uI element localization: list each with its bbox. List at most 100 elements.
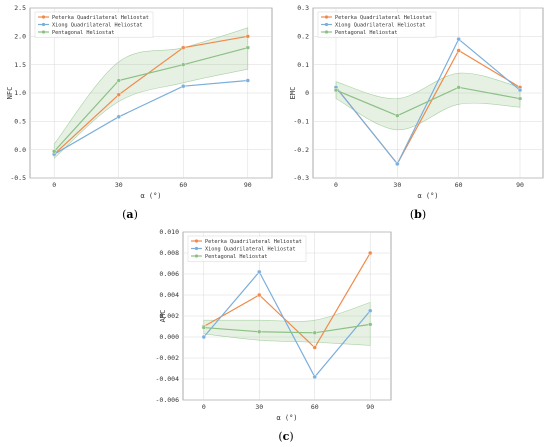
data-point [181,45,186,50]
data-point [201,334,207,340]
legend-box [187,235,307,262]
chart-panel-b: -0.3 -0.2 -0.1 0 0.1 0.2 0.3 0 30 60 90 α (°) EMC Pet… [289,4,544,221]
y-tick-label: 0.010 [159,228,179,236]
y-tick-label: 2.5 [14,4,26,12]
y-tick-label: 0.000 [159,333,179,341]
legend-label: Pentagonal Heliostat [52,30,114,36]
legend-marker [324,30,329,34]
x-tick-label: 60 [455,181,463,189]
y-tick-label: -0.002 [156,354,180,362]
panel-caption: (a) [122,208,138,221]
data-point [116,114,121,120]
x-axis-label: α (°) [140,192,161,200]
x-tick-label: 0 [334,181,338,189]
data-point [312,345,317,350]
data-point [116,78,121,83]
y-tick-label: 0.004 [159,291,179,299]
x-tick-label: 90 [366,403,374,411]
data-point [52,149,57,154]
legend-label: Peterka Quadrilateral Heliostat [205,239,302,245]
y-tick-label: 1.0 [14,89,26,97]
series-line [335,86,521,117]
series-line [203,323,371,334]
legend-marker [324,22,329,27]
data-point [368,322,373,327]
data-point [201,325,207,330]
x-tick-label: 90 [244,181,252,189]
x-tick-label: 90 [516,181,524,189]
y-tick-label: 0.008 [159,249,179,257]
legend-marker [41,22,46,27]
y-tick-label: 0 [305,89,309,97]
data-point [245,45,251,50]
data-point [257,292,262,298]
y-tick-label: 0.5 [14,118,26,126]
legend-label: Peterka Quadrilateral Heliostat [335,15,432,21]
y-axis-label: NFC [6,87,14,100]
y-tick-label: 0.2 [297,33,309,41]
data-point [257,329,262,334]
x-tick-label: 30 [255,403,263,411]
y-tick-label: -0.1 [293,118,309,126]
y-tick-label: 0.1 [297,61,309,69]
legend-marker [194,246,199,251]
data-point [312,374,317,380]
legend-marker [41,30,46,34]
y-tick-label: -0.3 [293,174,309,182]
y-tick-label: 0.0 [14,146,26,154]
legend-label: Pentagonal Heliostat [335,30,397,36]
y-axis-label: AMC [159,310,167,323]
data-point [333,87,339,93]
y-tick-label: -0.2 [293,146,309,154]
legend-label: Peterka Quadrilateral Heliostat [52,15,149,21]
y-tick-label: 0.006 [159,270,179,278]
data-point [395,113,400,118]
y-tick-label: 0.002 [159,312,179,320]
data-point [181,62,186,67]
x-tick-label: 0 [202,403,206,411]
x-tick-label: 0 [52,181,56,189]
x-tick-label: 30 [115,181,123,189]
legend-marker [41,15,46,19]
y-tick-label: 2.0 [14,33,26,41]
series-line [53,79,248,155]
data-point [456,36,461,42]
y-tick-label: -0.5 [10,174,26,182]
data-point [181,83,186,89]
x-axis-label: α (°) [276,414,297,422]
y-axis-label: EMC [289,87,297,100]
series-line [53,47,248,152]
legend-marker [194,239,199,243]
data-point [517,96,523,101]
x-tick-label: 30 [393,181,401,189]
x-tick-label: 60 [311,403,319,411]
y-tick-label: -0.006 [156,396,180,404]
data-point [517,87,523,93]
legend-box [34,11,154,38]
legend-box [317,11,437,38]
chart-panel-c: -0.006 -0.004 -0.002 0.000 0.002 0.004 0.006 0.… [156,228,392,443]
data-point [257,269,262,275]
y-tick-label: 0.3 [297,4,309,12]
panel-caption: (b) [410,208,426,221]
legend-marker [194,254,199,258]
data-point [245,34,251,39]
data-point [368,308,373,313]
series-line [203,270,371,378]
data-point [312,330,317,335]
data-point [395,161,400,167]
panel-caption: (c) [278,430,293,443]
legend-label: Xiong Quadrilateral Heliostat [52,22,143,28]
series-line [203,252,371,349]
legend-label: Xiong Quadrilateral Heliostat [335,22,426,28]
legend-label: Pentagonal Heliostat [205,254,267,260]
legend-marker [324,15,329,19]
y-tick-label: 1.5 [14,61,26,69]
y-tick-label: -0.004 [156,375,180,383]
data-point [245,78,251,83]
chart-panel-a: -0.5 0.0 0.5 1.0 1.5 2.0 2.5 0 30 60 90 α (°) NFC Pet… [6,4,273,221]
legend-label: Xiong Quadrilateral Heliostat [205,246,296,252]
data-point [456,48,461,53]
x-tick-label: 60 [179,181,187,189]
